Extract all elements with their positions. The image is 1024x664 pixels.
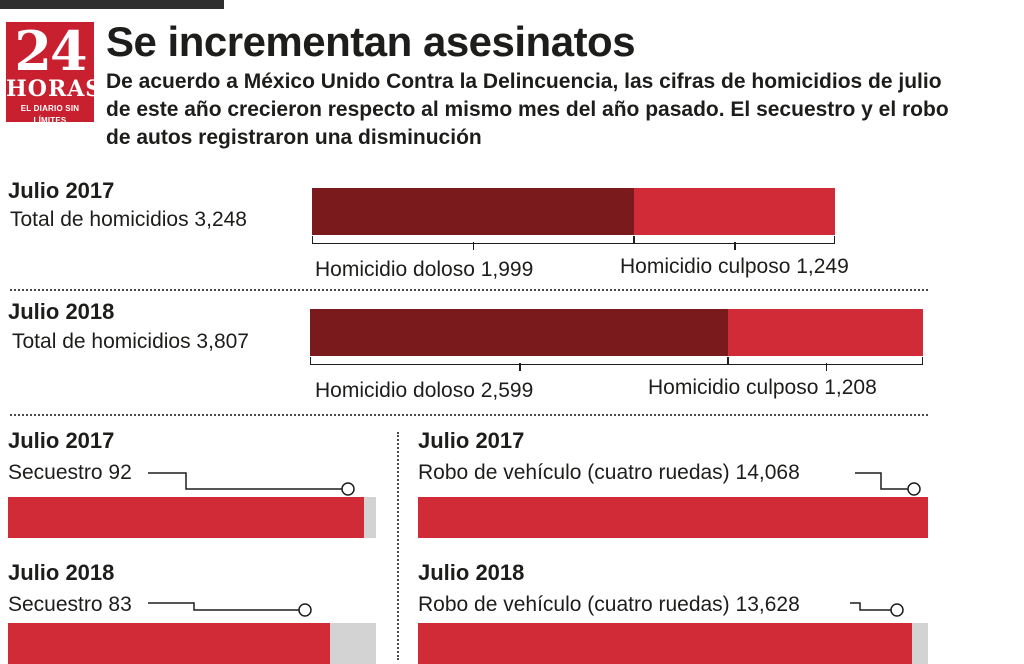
label-doloso-2018: Homicidio doloso 2,599 bbox=[315, 379, 534, 402]
vehicle-2018-label: Robo de vehículo (cuatro ruedas) 13,628 bbox=[418, 593, 800, 616]
bracket-culposo-2018 bbox=[728, 357, 923, 371]
label-culposo-2017: Homicidio culposo 1,249 bbox=[620, 255, 849, 278]
bracket-doloso-2017 bbox=[312, 236, 634, 250]
divider bbox=[10, 414, 928, 416]
bar-homicidio-doloso-2018 bbox=[310, 309, 729, 356]
kidnapping-2018-year: Julio 2018 bbox=[8, 560, 115, 585]
bracket-culposo-2017 bbox=[633, 236, 835, 250]
vehicle-2018-year: Julio 2018 bbox=[418, 560, 525, 585]
label-doloso-2017: Homicidio doloso 1,999 bbox=[315, 258, 534, 281]
page-title: Se incrementan asesinatos bbox=[106, 18, 636, 65]
divider bbox=[10, 289, 928, 291]
bar-secuestro-2017 bbox=[8, 497, 365, 538]
vehicle-2017-year: Julio 2017 bbox=[418, 428, 525, 453]
bar-homicidio-culposo-2018 bbox=[728, 309, 923, 356]
logo-number: 24 bbox=[14, 19, 87, 83]
top-accent-bar bbox=[0, 0, 224, 9]
bar-robo-2017 bbox=[418, 497, 928, 538]
bar-homicidio-culposo-2017 bbox=[633, 188, 835, 235]
homicides-2017-year: Julio 2017 bbox=[8, 178, 115, 203]
bar-robo-2018 bbox=[418, 623, 913, 664]
leader-line-secuestro-2018 bbox=[148, 602, 312, 617]
vehicle-2017-label: Robo de vehículo (cuatro ruedas) 14,068 bbox=[418, 461, 800, 484]
brand-logo: 24 HORAS EL DIARIO SIN LÍMITES bbox=[6, 19, 103, 125]
kidnapping-2017-year: Julio 2017 bbox=[8, 428, 115, 453]
kidnapping-2017-label: Secuestro 92 bbox=[8, 461, 132, 484]
page-subtitle: De acuerdo a México Unido Contra la Deli… bbox=[106, 70, 949, 149]
bracket-doloso-2018 bbox=[310, 357, 729, 371]
divider-vertical bbox=[397, 432, 399, 660]
leader-line-robo-2018 bbox=[850, 602, 904, 617]
label-culposo-2018: Homicidio culposo 1,208 bbox=[648, 376, 877, 399]
homicides-2018-year: Julio 2018 bbox=[8, 299, 115, 324]
logo-name: HORAS bbox=[6, 76, 103, 102]
logo-tagline: EL DIARIO SIN LÍMITES bbox=[20, 104, 80, 125]
leader-line-robo-2017 bbox=[855, 472, 921, 496]
bar-homicidio-doloso-2017 bbox=[312, 188, 634, 235]
homicides-2018-total: Total de homicidios 3,807 bbox=[12, 330, 249, 353]
bar-secuestro-2018 bbox=[8, 623, 330, 664]
leader-line-secuestro-2017 bbox=[148, 472, 355, 496]
homicides-2017-total: Total de homicidios 3,248 bbox=[10, 208, 247, 231]
kidnapping-2018-label: Secuestro 83 bbox=[8, 593, 132, 616]
